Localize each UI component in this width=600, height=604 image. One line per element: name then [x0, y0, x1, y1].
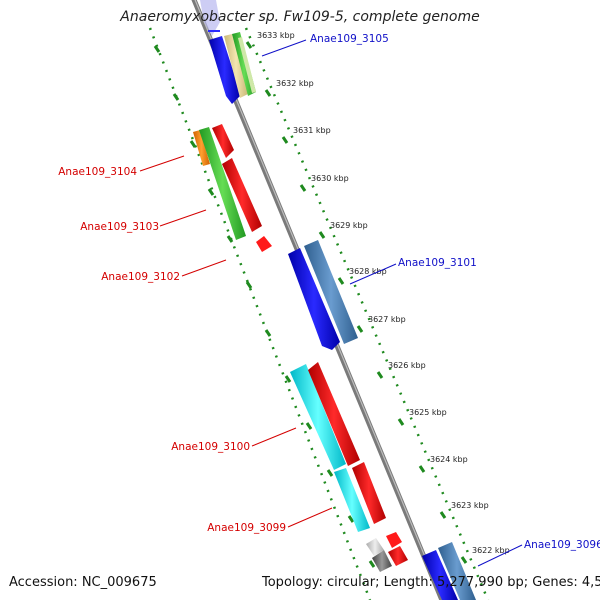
gene-arrow [422, 550, 458, 600]
gene-label: Anae109_3096 [524, 539, 600, 551]
tick-mark [226, 235, 234, 243]
gene-arrow [352, 462, 386, 524]
gene-arrow [199, 127, 246, 240]
gene-label-connector [287, 507, 333, 528]
gene-arrow [209, 36, 240, 104]
tick-mark [318, 231, 326, 239]
tick-mark [326, 469, 334, 477]
gene-label-connector [349, 263, 397, 285]
gene-arrow [334, 468, 370, 532]
tick-label: 3622 kbp [472, 546, 510, 555]
gene-arrow [200, 0, 220, 36]
gene-arrow [304, 240, 358, 344]
gene-label: Anae109_3104 [58, 166, 137, 178]
tick-label: 3629 kbp [330, 221, 368, 230]
gene-arrow [193, 130, 210, 166]
tick-mark [439, 511, 447, 519]
gene-label: Anae109_3100 [171, 441, 250, 453]
gene-arrow [388, 546, 408, 566]
gene-arrow [372, 550, 392, 572]
gene-arrow [238, 37, 256, 93]
tick-mark [245, 41, 253, 49]
gene-label-connector [251, 427, 297, 447]
tick-mark [376, 371, 384, 379]
tick-mark [299, 184, 307, 192]
gene-label-connector [159, 209, 207, 227]
tick-labels: 3633 kbp 3632 kbp 3631 kbp 3630 kbp 3629 kbp… [257, 31, 510, 555]
tick-mark [245, 281, 253, 289]
gene-label-connector [261, 39, 307, 57]
tick-mark [207, 188, 215, 196]
gene-label: Anae109_3099 [207, 522, 286, 534]
gene-arrow [222, 158, 262, 232]
tick-mark [368, 560, 376, 568]
tick-mark [356, 325, 364, 333]
tick-label: 3626 kbp [388, 361, 426, 370]
accession-text: Accession: NC_009675 [9, 575, 157, 590]
gene-label: Anae109_3101 [398, 257, 477, 269]
map-title: Anaeromyxobacter sp. Fw109-5, complete g… [120, 9, 480, 25]
tick-mark [264, 329, 272, 337]
tick-label: 3628 kbp [349, 267, 387, 276]
tick-mark [189, 140, 197, 148]
tick-mark [347, 515, 355, 523]
tick-label: 3625 kbp [409, 408, 447, 417]
tick-label: 3632 kbp [276, 79, 314, 88]
gene-arrow [290, 364, 346, 470]
gene-arrow [386, 532, 402, 548]
tick-mark [305, 422, 313, 430]
gene-arrow [438, 542, 476, 600]
gene-label-connector [181, 259, 227, 277]
tick-marks [153, 41, 468, 568]
tick-mark [337, 277, 345, 285]
gene-arrow [366, 538, 384, 556]
tick-label: 3624 kbp [430, 455, 468, 464]
tick-label: 3630 kbp [311, 174, 349, 183]
tick-mark [153, 45, 161, 53]
tick-mark [172, 93, 180, 101]
right-tick-rail [244, 27, 490, 601]
gene-arrow [288, 248, 340, 350]
gene-label: Anae109_3102 [101, 271, 180, 283]
gene-label-connector [139, 155, 185, 172]
tick-mark [397, 418, 405, 426]
gene-arrow [256, 236, 272, 252]
tick-mark [418, 465, 426, 473]
genome-summary-text: Topology: circular; Length: 5,277,990 bp… [262, 575, 600, 590]
tick-mark [281, 136, 289, 144]
gene-arrow [208, 30, 220, 32]
tick-mark [460, 556, 468, 564]
gene-label-connector [477, 544, 523, 567]
gene-arrow [212, 124, 234, 158]
left-tick-rail [148, 27, 372, 601]
tick-label: 3631 kbp [293, 126, 331, 135]
gene-arrow [308, 362, 360, 466]
gene-label: Anae109_3103 [80, 221, 159, 233]
gene-labels: Anae109_3105 Anae109_3104 Anae109_3103 Anae… [58, 33, 600, 567]
tick-mark [284, 375, 292, 383]
tick-label: 3633 kbp [257, 31, 295, 40]
tick-mark [264, 89, 272, 97]
tick-label: 3623 kbp [451, 501, 489, 510]
tick-label: 3627 kbp [368, 315, 406, 324]
gene-label: Anae109_3105 [310, 33, 389, 45]
gene-arrow [224, 34, 248, 98]
